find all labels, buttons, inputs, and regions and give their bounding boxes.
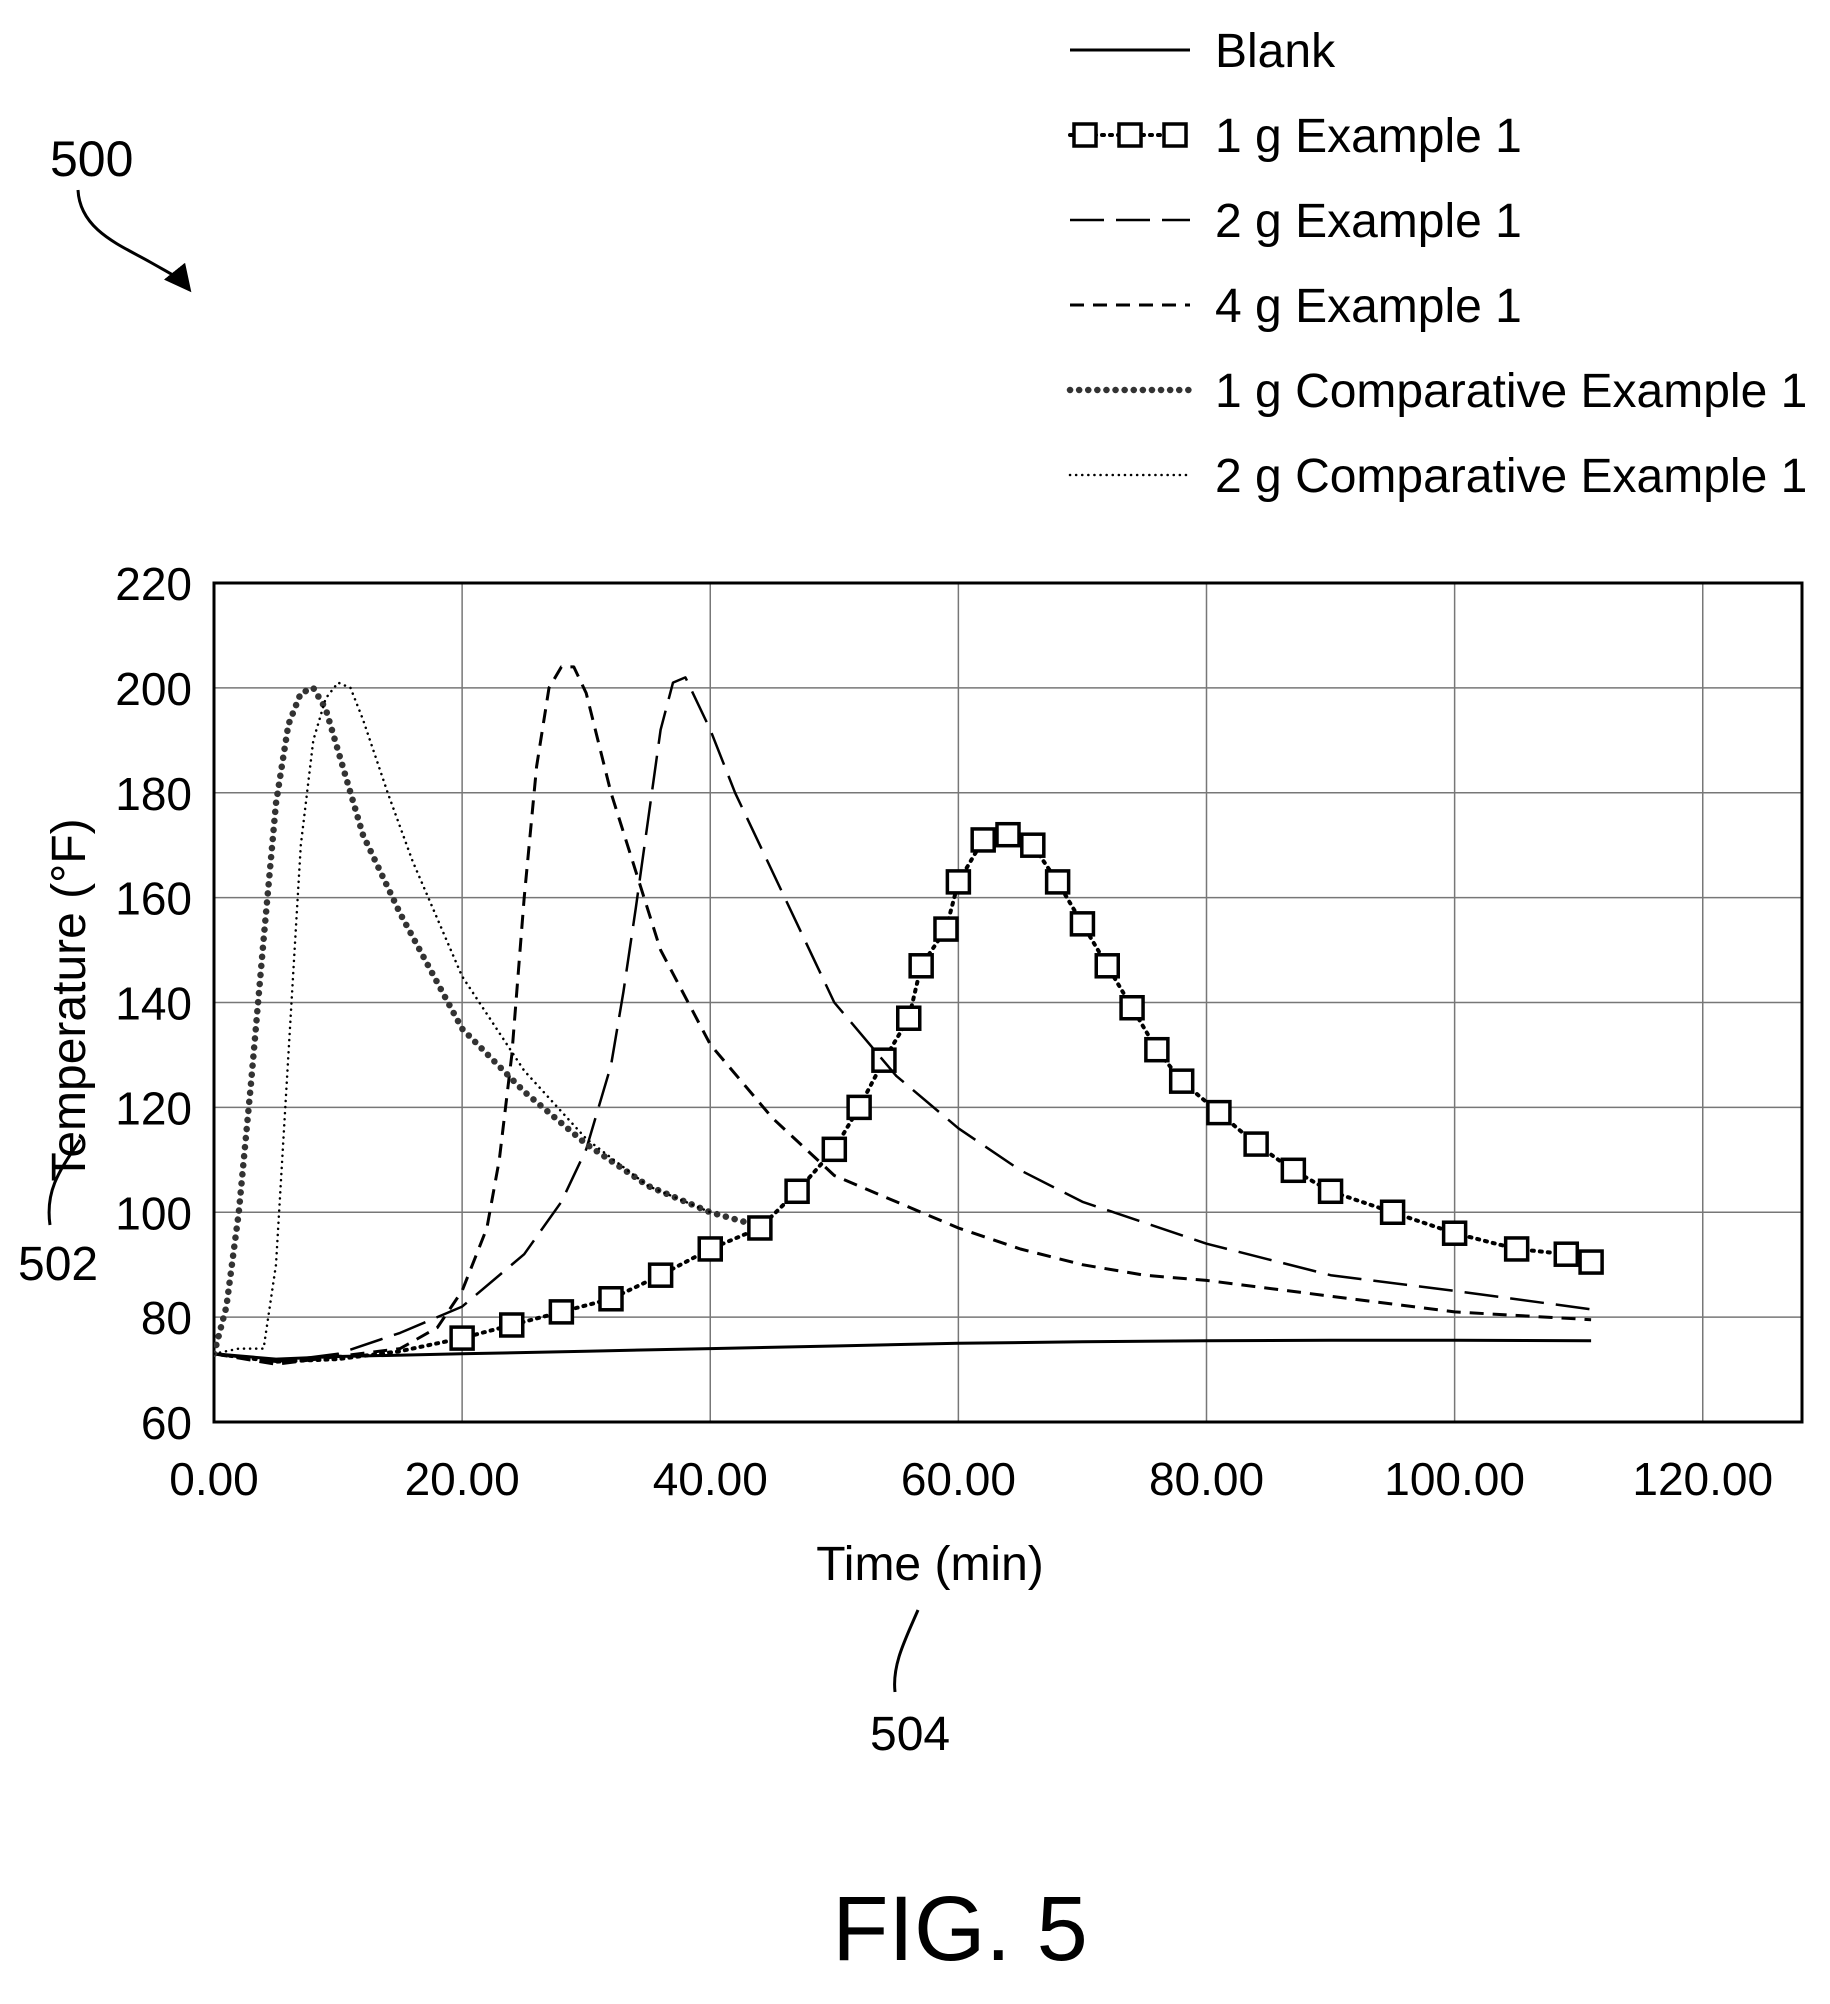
square-marker [449,1325,475,1351]
series-line [214,681,712,1356]
x-tick-label: 60.00 [901,1453,1016,1505]
x-axis-ref-number: 504 [870,1708,950,1761]
square-marker [784,1178,810,1205]
series-fine-dots [214,681,712,1356]
figure-caption: FIG. 5 [832,1878,1088,1980]
square-marker [747,1215,773,1241]
square-marker [1243,1131,1269,1157]
square-marker [1094,953,1120,979]
legend-square-marker [1162,122,1188,148]
square-marker [598,1286,624,1312]
series-line [214,665,1592,1366]
square-marker [945,869,972,895]
x-axis-ref-leader [893,1609,920,1693]
y-tick-label: 160 [115,873,192,925]
legend-entry: 4 g Example 1 [1070,280,1522,333]
y-tick-label: 120 [115,1082,192,1134]
square-marker [908,953,934,979]
square-marker [1069,911,1096,937]
y-axis-ticks: 60 80 100 120 140 160 180 200 220 [115,558,192,1449]
series-dash [214,665,1592,1366]
grid [214,583,1802,1422]
series-bold-dots [214,684,751,1358]
square-marker [821,1136,848,1163]
square-marker [1144,1036,1170,1063]
legend-entry: 2 g Comparative Example 1 [1068,450,1807,503]
y-tick-label: 140 [115,978,192,1030]
legend-label: 4 g Example 1 [1215,280,1522,333]
y-axis-label: Temperature (°F) [43,818,96,1181]
square-marker [548,1299,575,1325]
square-marker [1168,1068,1195,1094]
square-marker [1553,1241,1580,1267]
legend-label: Blank [1215,25,1336,78]
square-marker [896,1005,922,1031]
square-marker [995,821,1021,848]
series-squares [214,821,1604,1364]
series-line [214,676,1592,1363]
x-axis-label: Time (min) [816,1538,1044,1591]
square-marker [846,1094,872,1121]
y-tick-label: 180 [115,768,192,820]
legend-label: 1 g Example 1 [1215,110,1522,163]
x-tick-label: 0.00 [169,1453,259,1505]
legend: Blank 1 g Example 1 2 g Example 1 4 g Examp… [1066,25,1807,503]
legend-entry: 1 g Example 1 [1068,110,1522,163]
square-marker [1206,1099,1232,1126]
x-tick-label: 20.00 [405,1453,520,1505]
square-marker [1379,1199,1406,1225]
figure-ref-arrow [76,189,192,293]
square-marker [970,827,996,853]
square-marker [1044,869,1071,895]
legend-square-marker [1117,122,1143,148]
series-long-dash [214,676,1592,1363]
legend-entry: 2 g Example 1 [1070,195,1522,248]
square-marker [1578,1249,1604,1275]
square-marker [499,1312,525,1338]
y-axis-ref-leader [47,1139,82,1226]
square-marker [933,916,959,942]
square-marker [1280,1157,1307,1184]
legend-entry: Blank [1070,25,1336,78]
x-axis-ticks: 0.00 20.00 40.00 60.00 80.00 100.00 120.00 [169,1453,1773,1505]
square-marker [1317,1178,1344,1205]
y-axis-ref-number: 502 [18,1238,98,1291]
x-tick-label: 100.00 [1384,1453,1525,1505]
series-line [214,684,751,1358]
y-tick-label: 200 [115,663,192,715]
legend-label: 2 g Example 1 [1215,195,1522,248]
y-tick-label: 220 [115,558,192,610]
legend-label: 2 g Comparative Example 1 [1215,450,1807,503]
series-layer [214,665,1604,1366]
x-tick-label: 40.00 [653,1453,768,1505]
square-marker [647,1262,674,1288]
plot-frame [212,581,1804,1424]
legend-entry: 1 g Comparative Example 1 [1066,365,1807,418]
square-marker [697,1236,723,1262]
square-marker [1119,994,1145,1021]
series-solid [214,1338,1592,1361]
x-tick-label: 80.00 [1149,1453,1264,1505]
legend-label: 1 g Comparative Example 1 [1215,365,1807,418]
figure-ref-number: 500 [50,131,133,187]
x-tick-label: 120.00 [1632,1453,1773,1505]
series-line [214,1338,1592,1361]
square-marker [1020,832,1046,858]
y-tick-label: 60 [141,1397,192,1449]
y-tick-label: 100 [115,1187,192,1239]
square-marker [1503,1236,1530,1262]
square-marker [1441,1220,1468,1246]
legend-square-marker [1072,122,1098,148]
y-tick-label: 80 [141,1292,192,1344]
